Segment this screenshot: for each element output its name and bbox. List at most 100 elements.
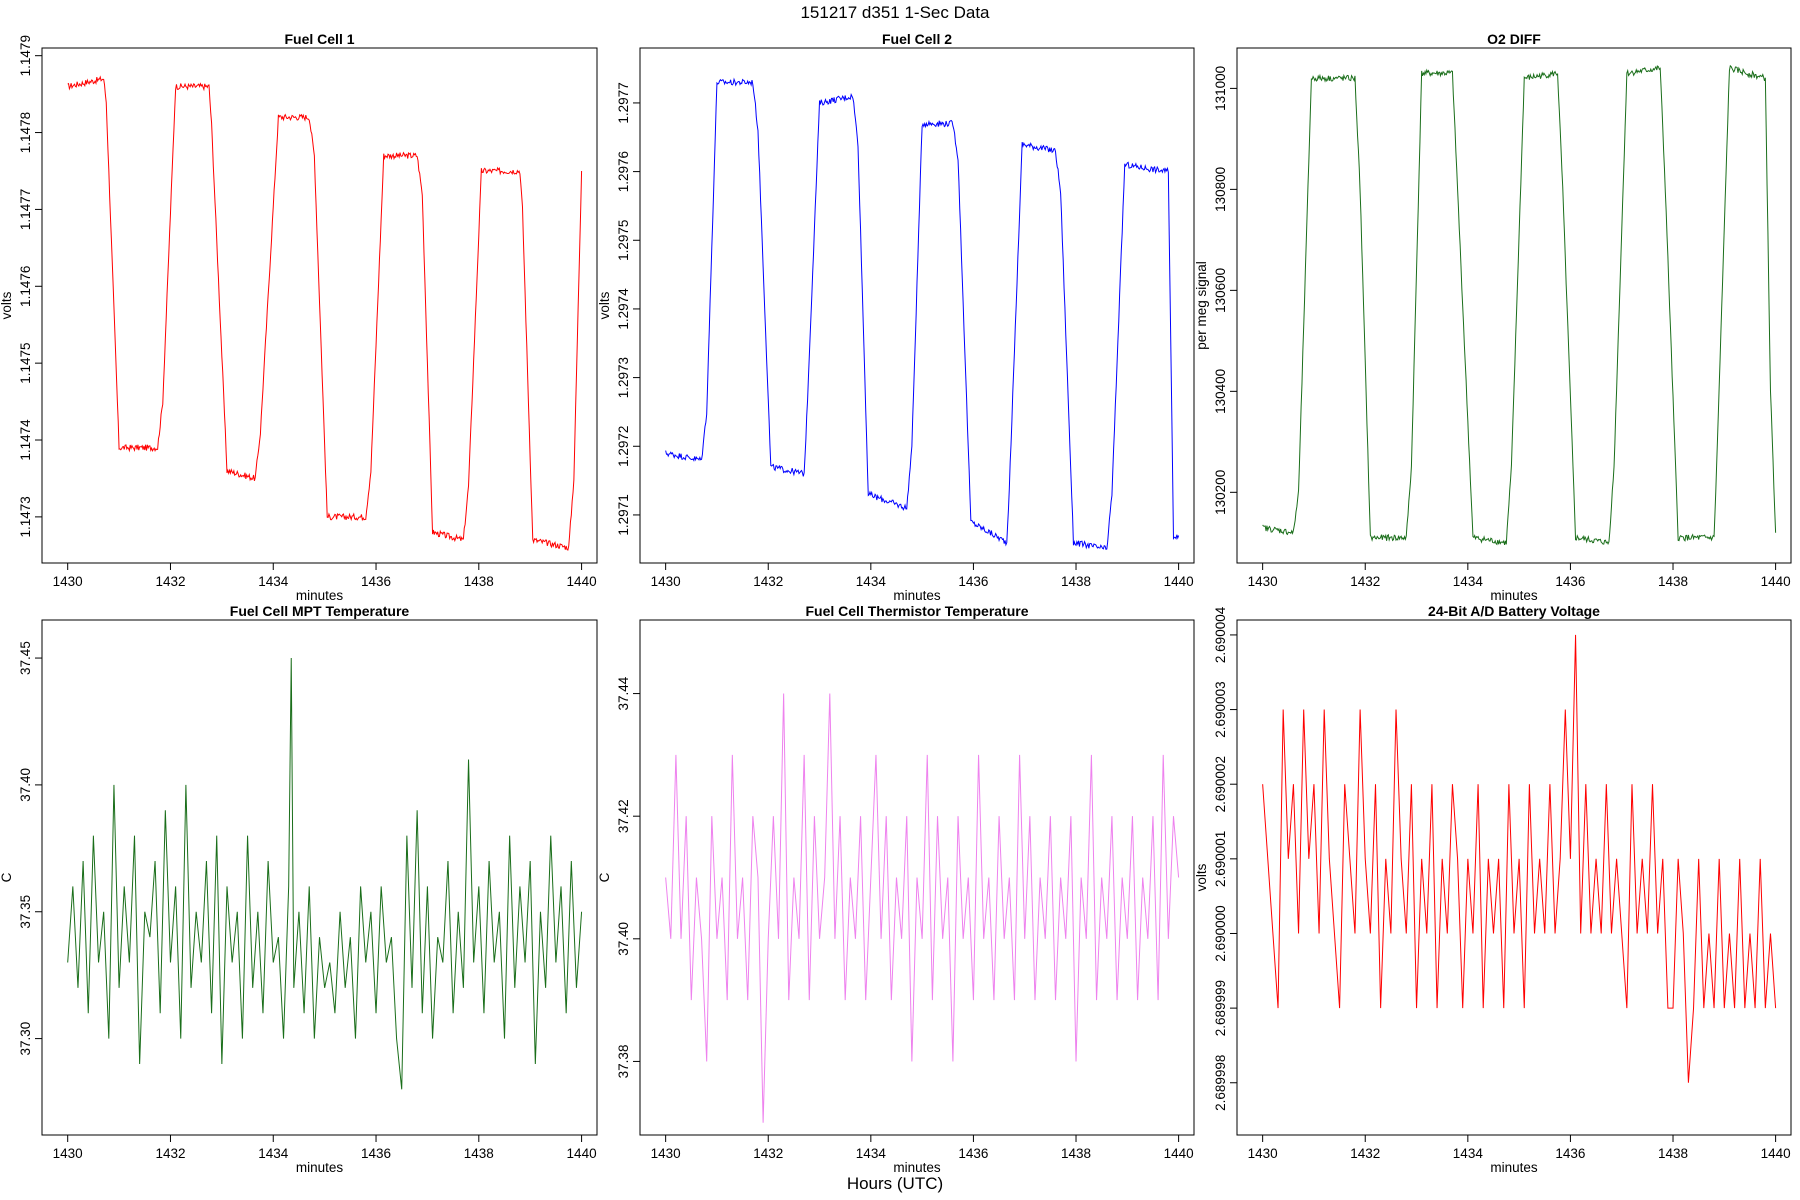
x-tick-label: 1438 [464,1146,494,1161]
x-tick-label: 1438 [1658,574,1688,589]
series-line [67,658,583,1090]
y-tick-label: 1.2977 [616,82,631,123]
y-tick-label: 2.690001 [1213,831,1228,887]
chart-title: O2 DIFF [1487,31,1541,47]
x-tick-label: 1434 [258,574,289,589]
x-tick-label: 1440 [1164,1146,1194,1161]
chart-title: Fuel Cell Thermistor Temperature [805,603,1028,619]
y-axis-label: volts [0,291,14,319]
y-tick-label: 2.690004 [1213,606,1228,663]
x-tick-label: 1430 [1248,574,1278,589]
series-line [665,693,1180,1123]
y-tick-label: 1.2975 [616,220,631,261]
x-tick-label: 1436 [361,1146,391,1161]
plot-frame [639,47,1195,564]
x-tick-label: 1440 [567,574,597,589]
x-tick-label: 1432 [753,574,783,589]
x-tick-label: 1438 [1061,574,1091,589]
y-tick-label: 37.44 [616,676,631,710]
x-tick-label: 1436 [361,574,391,589]
series-line [665,77,1180,550]
x-tick-label: 1440 [1761,1146,1791,1161]
y-tick-label: 2.690000 [1213,905,1228,961]
figure-suptitle: 151217 d351 1-Sec Data [800,3,990,22]
y-tick-label: 130400 [1213,369,1228,414]
x-tick-label: 1432 [1350,574,1380,589]
plot-frame [1236,47,1792,564]
x-tick-label: 1434 [856,1146,887,1161]
y-tick-label: 1.1475 [18,343,33,384]
x-tick-label: 1440 [1761,574,1791,589]
x-tick-label: 1434 [1453,1146,1484,1161]
x-axis-label: minutes [296,1160,344,1175]
x-tick-label: 1436 [1555,1146,1585,1161]
x-tick-label: 1438 [1658,1146,1688,1161]
y-tick-label: 37.40 [18,768,33,802]
y-tick-label: 37.40 [616,922,631,956]
chart-title: 24-Bit A/D Battery Voltage [1428,603,1600,619]
x-tick-label: 1432 [155,1146,185,1161]
x-tick-label: 1436 [1555,574,1585,589]
series-line [1262,634,1777,1083]
x-tick-label: 1440 [567,1146,597,1161]
chart-panel-4: Fuel Cell MPT Temperature 1430 1432 1434 143… [0,603,598,1175]
y-tick-label: 1.1476 [18,266,33,307]
x-tick-label: 1432 [753,1146,783,1161]
y-tick-label: 2.689999 [1213,980,1228,1036]
figure-bottom-xlabel: Hours (UTC) [847,1174,943,1193]
x-axis-label: minutes [1490,1160,1538,1175]
x-tick-label: 1436 [958,1146,988,1161]
y-tick-label: 1.2974 [616,288,631,330]
x-tick-label: 1434 [1453,574,1484,589]
y-tick-label: 37.38 [616,1045,631,1079]
y-tick-label: 1.1479 [18,35,33,76]
x-tick-label: 1430 [53,574,83,589]
x-tick-label: 1434 [856,574,887,589]
y-tick-label: 1.2972 [616,426,631,467]
x-tick-label: 1434 [258,1146,289,1161]
y-axis-label: per meg signal [1194,261,1209,350]
y-tick-label: 130600 [1213,268,1228,313]
y-tick-label: 2.689998 [1213,1055,1228,1111]
x-tick-label: 1436 [958,574,988,589]
y-tick-label: 37.35 [18,895,33,929]
y-tick-label: 130800 [1213,167,1228,212]
chart-panel-5: Fuel Cell Thermistor Temperature 1430 1432… [597,603,1195,1175]
y-tick-label: 37.45 [18,641,33,675]
chart-panel-3: O2 DIFF 1430 1432 1434 1436 1438 1440 minutes 13… [1194,31,1792,603]
y-axis-label: volts [1194,863,1209,891]
x-tick-label: 1438 [1061,1146,1091,1161]
x-tick-label: 1440 [1164,574,1194,589]
y-tick-label: 2.690003 [1213,681,1228,737]
y-tick-label: 1.1474 [18,419,33,461]
y-tick-label: 131000 [1213,66,1228,111]
y-tick-label: 1.2971 [616,494,631,535]
y-tick-label: 130200 [1213,470,1228,515]
x-tick-label: 1432 [1350,1146,1380,1161]
x-tick-label: 1430 [53,1146,83,1161]
chart-panel-6: 24-Bit A/D Battery Voltage 1430 1432 1434 14… [1194,603,1792,1175]
chart-title: Fuel Cell 2 [882,31,952,47]
y-tick-label: 1.2976 [616,151,631,192]
y-axis-label: C [0,872,14,882]
x-axis-label: minutes [1490,588,1538,603]
y-tick-label: 37.30 [18,1022,33,1056]
chart-title: Fuel Cell 1 [284,31,354,47]
x-tick-label: 1438 [464,574,494,589]
y-axis-label: volts [597,291,612,319]
chart-panel-2: Fuel Cell 2 1430 1432 1434 1436 1438 1440 minut… [597,31,1195,603]
x-axis-label: minutes [296,588,344,603]
y-tick-label: 1.1478 [18,112,33,153]
x-tick-label: 1430 [651,1146,681,1161]
y-tick-label: 1.1473 [18,496,33,537]
y-tick-label: 2.690002 [1213,756,1228,812]
y-tick-label: 1.2973 [616,357,631,398]
series-line [1262,64,1777,546]
y-tick-label: 37.42 [616,799,631,833]
chart-panel-1: Fuel Cell 1 1430 1432 1434 1436 1438 1440 minut… [0,31,598,603]
x-tick-label: 1432 [155,574,185,589]
x-axis-label: minutes [893,1160,941,1175]
series-line [67,75,583,551]
x-tick-label: 1430 [1248,1146,1278,1161]
